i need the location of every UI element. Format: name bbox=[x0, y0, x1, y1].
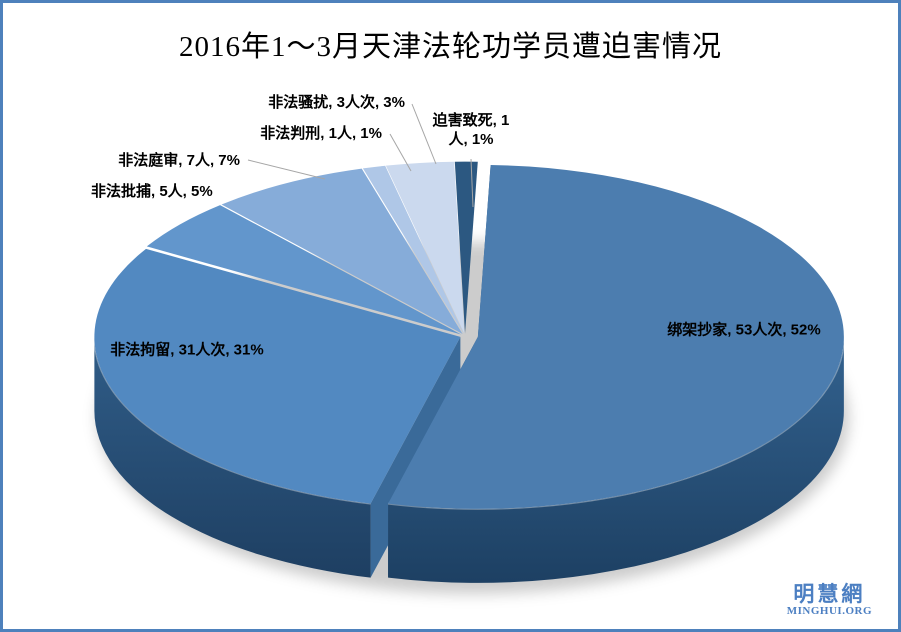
slice-label-pohai-zhisi: 迫害致死, 1 人, 1% bbox=[411, 111, 531, 149]
pie-chart-canvas bbox=[93, 103, 849, 594]
slice-label-feifa-saorao: 非法骚扰, 3人次, 3% bbox=[268, 94, 405, 111]
slice-label-pohai-zhisi-line2: 人, 1% bbox=[448, 131, 494, 148]
slice-label-bangjia-chaojia: 绑架抄家, 53人次, 52% bbox=[667, 321, 821, 339]
pie-side-wall bbox=[388, 336, 844, 583]
label-leader-line bbox=[247, 159, 326, 180]
pie-slice-3 bbox=[146, 205, 462, 335]
slice-label-feifa-pibu: 非法批捕, 5人, 5% bbox=[91, 183, 213, 200]
pie-slice-2 bbox=[94, 248, 461, 504]
minghui-watermark-cn: 明慧網 bbox=[793, 582, 866, 606]
slice-label-feifa-tingshen: 非法庭审, 7人, 7% bbox=[118, 152, 240, 169]
slice-label-feifa-juliu: 非法拘留, 31人次, 31% bbox=[110, 341, 264, 359]
chart-title: 2016年1～3月天津法轮功学员遭迫害情况 bbox=[178, 31, 722, 63]
pie-slice-1 bbox=[388, 164, 844, 509]
slice-label-feifa-panxing: 非法判刑, 1人, 1% bbox=[260, 125, 382, 142]
pie-slice-5 bbox=[362, 165, 464, 334]
pie-side-wall bbox=[94, 336, 371, 578]
label-leader-line bbox=[470, 158, 474, 208]
pie-slice-7 bbox=[454, 161, 478, 334]
label-leader-line bbox=[389, 133, 412, 172]
label-leader-line bbox=[411, 103, 437, 165]
minghui-watermark-en: MINGHUI.ORG bbox=[786, 605, 872, 617]
pie-slice-6 bbox=[385, 161, 465, 334]
minghui-watermark: 明慧網 MINGHUI.ORG bbox=[787, 583, 872, 618]
pie-slice-4 bbox=[221, 168, 463, 334]
slice-label-pohai-zhisi-line1: 迫害致死, 1 bbox=[432, 112, 510, 129]
